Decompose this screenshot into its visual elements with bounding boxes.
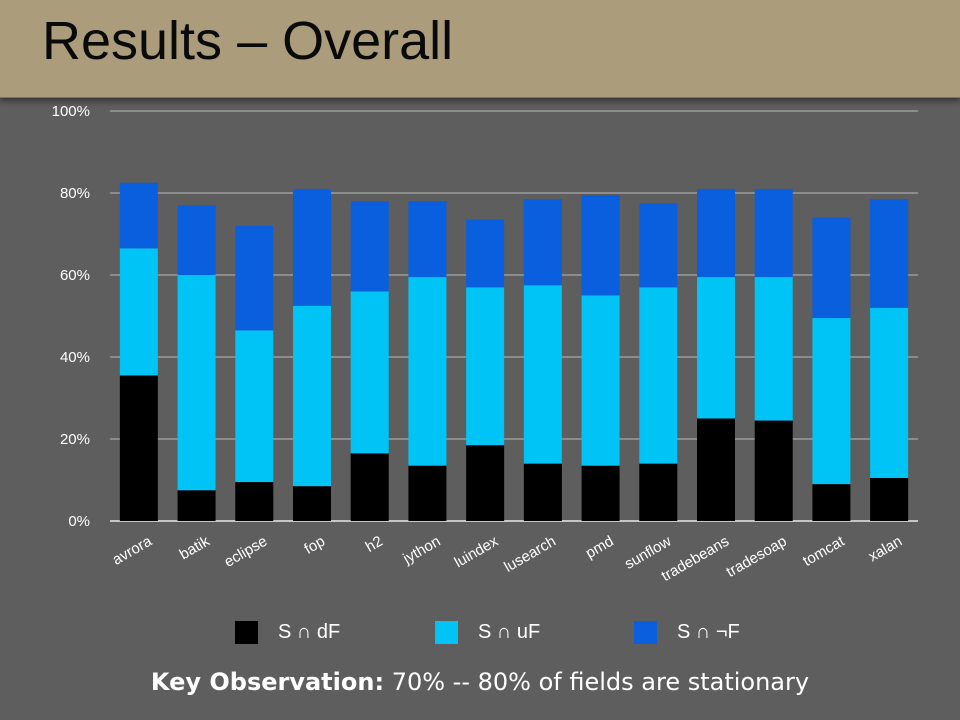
bar-pmd-series-2 (581, 195, 620, 296)
key-observation: Key Observation: 70% -- 80% of fields ar… (0, 668, 960, 696)
observation-text: 70% -- 80% of fields are stationary (384, 668, 810, 696)
bar-jython-series-0 (408, 465, 447, 521)
bar-tradesoap-series-0 (754, 420, 793, 521)
bar-xalan-series-1 (870, 307, 909, 478)
legend-swatch-s-uf (435, 621, 458, 644)
bar-pmd-series-1 (581, 295, 620, 466)
x-tick-label-batik: batik (177, 532, 213, 563)
bar-xalan-series-0 (870, 477, 909, 521)
y-tick-label: 40% (60, 349, 90, 366)
bar-luindex-series-2 (466, 219, 505, 288)
y-tick-label: 100% (52, 103, 90, 120)
bar-eclipse-series-1 (235, 330, 274, 483)
y-axis-ticks: 0% 20% 40% 60% 80% 100% (52, 103, 90, 530)
legend: S ∩ dF S ∩ uF S ∩ ¬F (0, 619, 960, 649)
bar-batik-series-1 (177, 275, 216, 491)
bar-tradesoap-series-2 (754, 188, 793, 278)
bar-tradebeans-series-0 (697, 418, 735, 521)
legend-label-s-notf: S ∩ ¬F (677, 621, 740, 643)
bar-lusearch-series-1 (523, 285, 562, 464)
bar-h2-series-1 (350, 291, 389, 454)
bar-h2-series-0 (350, 453, 389, 521)
bar-fop-series-2 (293, 188, 331, 306)
bar-fop-series-0 (293, 486, 331, 521)
bar-sunflow-series-2 (639, 203, 678, 288)
x-tick-label-avrora: avrora (110, 532, 156, 568)
bar-sunflow-series-1 (639, 287, 678, 464)
x-tick-label-xalan: xalan (866, 533, 906, 566)
bar-avrora-series-1 (119, 248, 158, 376)
bar-tomcat-series-2 (812, 217, 851, 319)
bar-eclipse-series-0 (235, 482, 274, 521)
x-axis-labels: avrora batik eclipse fop h2 jython luindex luse… (110, 532, 906, 585)
gridlines (110, 110, 918, 522)
bar-h2-series-2 (350, 201, 389, 292)
bar-lusearch-series-0 (523, 463, 562, 521)
bar-fop-series-1 (293, 305, 331, 487)
x-tick-label-fop: fop (301, 533, 328, 558)
bar-jython-series-1 (408, 277, 447, 466)
x-tick-label-tomcat: tomcat (800, 532, 848, 570)
bars (119, 182, 909, 521)
bar-batik-series-0 (177, 490, 216, 521)
y-tick-label: 20% (60, 431, 90, 448)
x-tick-label-jython: jython (399, 533, 443, 568)
bar-tomcat-series-1 (812, 318, 851, 485)
slide-title: Results – Overall (42, 11, 454, 71)
y-tick-label: 0% (68, 513, 90, 530)
bar-batik-series-2 (177, 205, 216, 275)
legend-swatch-s-df (235, 621, 258, 644)
bar-xalan-series-2 (870, 199, 909, 308)
bar-lusearch-series-2 (523, 199, 562, 286)
bar-tradesoap-series-1 (754, 277, 793, 421)
x-tick-label-h2: h2 (363, 533, 386, 556)
y-tick-label: 80% (60, 185, 90, 202)
bar-jython-series-2 (408, 201, 447, 278)
title-band: Results – Overall (0, 0, 960, 98)
stacked-bar-chart: 0% 20% 40% 60% 80% 100% avrora batik eclipse fop… (52, 103, 918, 585)
observation-label: Key Observation: (150, 668, 385, 696)
legend-label-s-df: S ∩ dF (278, 621, 341, 643)
x-tick-label-luindex: luindex (451, 532, 501, 571)
y-tick-label: 60% (60, 267, 90, 284)
bar-tomcat-series-0 (812, 484, 851, 521)
x-tick-label-lusearch: lusearch (501, 533, 559, 576)
bar-tradebeans-series-1 (697, 277, 735, 419)
bar-luindex-series-0 (466, 445, 505, 521)
bar-luindex-series-1 (466, 287, 505, 446)
bar-eclipse-series-2 (235, 225, 274, 331)
x-tick-label-tradesoap: tradesoap (723, 533, 789, 581)
bar-pmd-series-0 (581, 465, 620, 521)
x-tick-label-eclipse: eclipse (221, 533, 270, 571)
legend-swatch-s-notf (634, 621, 657, 644)
legend-label-s-uf: S ∩ uF (478, 621, 541, 643)
x-tick-label-pmd: pmd (583, 533, 617, 562)
bar-sunflow-series-0 (639, 463, 678, 521)
bar-tradebeans-series-2 (697, 188, 735, 278)
bar-avrora-series-0 (119, 375, 158, 521)
bar-avrora-series-2 (119, 182, 158, 249)
